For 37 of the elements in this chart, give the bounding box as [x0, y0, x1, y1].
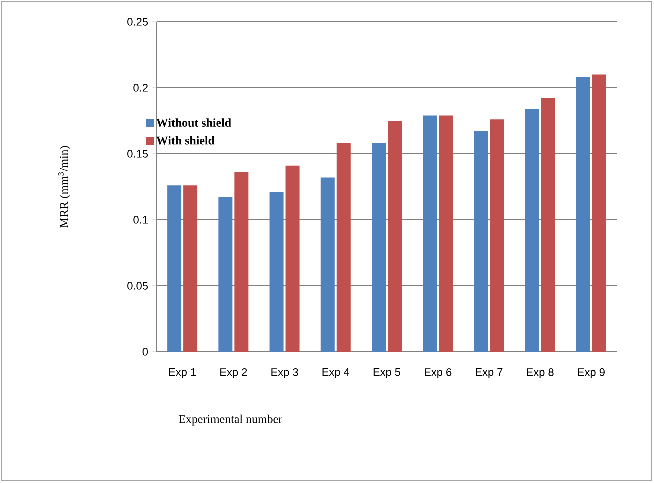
y-tick-label: 0.1: [134, 216, 148, 224]
x-tick-label: Exp 6: [425, 368, 452, 378]
bar: [576, 77, 590, 352]
bar: [592, 74, 606, 352]
y-tick-label: 0.15: [128, 150, 148, 158]
bar: [439, 116, 454, 352]
bar: [372, 143, 386, 352]
bar: [525, 109, 540, 352]
bar: [474, 132, 488, 352]
y-tick-label: 0.05: [128, 282, 148, 290]
bar: [541, 98, 556, 352]
bar: [286, 166, 300, 352]
bar: [168, 186, 182, 352]
bar: [388, 121, 402, 352]
x-tick-label: Exp 7: [476, 368, 503, 378]
bar: [184, 186, 198, 352]
bar: [234, 172, 249, 352]
x-tick-label: Exp 3: [272, 368, 298, 378]
bar: [423, 116, 438, 352]
x-tick-label: Exp 9: [578, 368, 605, 378]
legend-label: Without shield: [156, 118, 232, 128]
x-tick-label: Exp 2: [220, 368, 248, 378]
y-tick-label: 0.25: [128, 18, 148, 26]
bar: [336, 143, 351, 352]
legend-label: With shield: [156, 136, 215, 145]
y-axis-title: MRR (mm$^{3}$/min): [58, 146, 71, 228]
y-tick-label: 0.2: [134, 84, 148, 92]
bar: [320, 178, 335, 352]
bar: [218, 198, 233, 352]
y-tick-label: 0: [142, 348, 148, 356]
bar: [490, 120, 504, 352]
x-tick-label: Exp 5: [374, 368, 401, 378]
x-axis-title: Experimental number: [178, 414, 282, 426]
x-tick-label: Exp 4: [322, 368, 350, 378]
bar: [270, 192, 284, 352]
x-tick-label: Exp 1: [169, 368, 196, 378]
x-tick-label: Exp 8: [527, 368, 554, 378]
